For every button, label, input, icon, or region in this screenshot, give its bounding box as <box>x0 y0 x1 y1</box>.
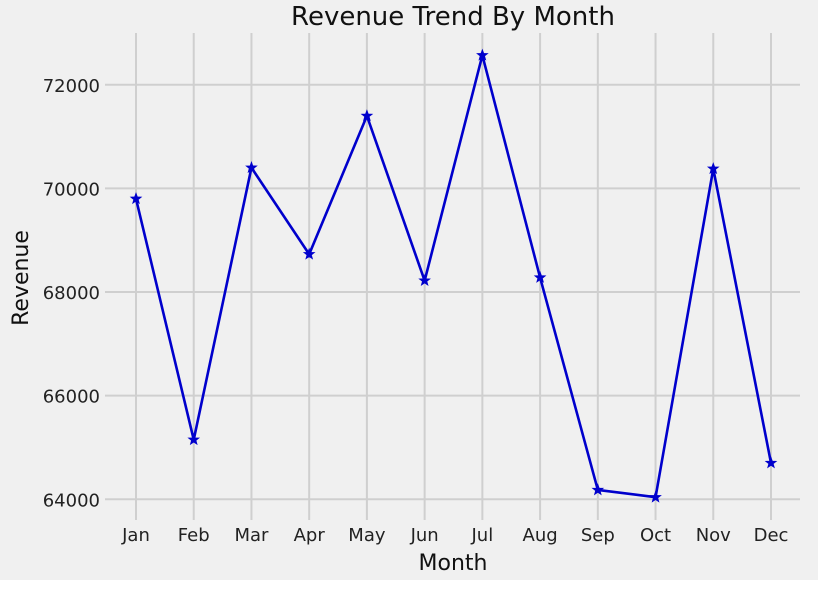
data-point-star-icon <box>360 109 374 122</box>
y-axis-ticks: 64000 66000 68000 70000 72000 <box>43 76 100 511</box>
y-axis-title: Revenue <box>9 230 34 326</box>
x-tick-label: Nov <box>696 525 731 546</box>
x-tick-label: Dec <box>754 525 789 546</box>
series-layer <box>129 48 778 503</box>
grid <box>105 33 800 520</box>
x-axis-ticks: Jan Feb Mar Apr May Jun Jul Aug Sep Oct Nov Dec <box>121 525 788 546</box>
y-tick-label: 72000 <box>43 76 100 97</box>
data-point-star-icon <box>418 273 431 287</box>
x-tick-label: Apr <box>294 525 326 546</box>
y-tick-label: 66000 <box>43 387 100 408</box>
x-tick-label: Sep <box>581 525 615 546</box>
x-tick-label: Oct <box>640 525 671 546</box>
data-point-star-icon <box>706 162 720 175</box>
data-point-star-icon <box>187 433 201 446</box>
data-point-star-icon <box>245 161 258 174</box>
chart-title: Revenue Trend By Month <box>291 2 615 32</box>
x-tick-label: Feb <box>178 525 210 546</box>
data-point-star-icon <box>129 192 143 205</box>
data-point-star-icon <box>533 270 547 283</box>
x-tick-label: Jan <box>121 525 150 546</box>
x-tick-label: Mar <box>234 525 269 546</box>
x-tick-label: Jul <box>471 525 494 546</box>
y-tick-label: 70000 <box>43 179 100 200</box>
data-point-star-icon <box>649 490 662 503</box>
data-point-star-icon <box>764 456 778 469</box>
x-tick-label: May <box>348 525 386 546</box>
data-point-star-icon <box>591 483 605 496</box>
x-tick-label: Aug <box>523 525 558 546</box>
series-line <box>134 53 773 499</box>
y-tick-label: 64000 <box>43 490 100 511</box>
data-point-star-icon <box>302 247 316 260</box>
x-axis-title: Month <box>419 551 488 576</box>
x-tick-label: Jun <box>410 525 439 546</box>
data-point-star-icon <box>476 48 489 61</box>
y-tick-label: 68000 <box>43 283 100 304</box>
